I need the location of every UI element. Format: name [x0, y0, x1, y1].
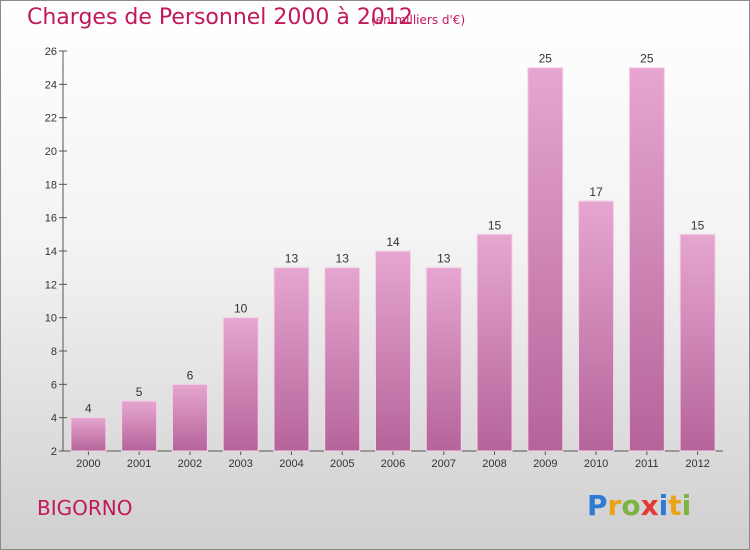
- y-tick-label: 24: [45, 79, 57, 91]
- y-tick-label: 10: [45, 313, 57, 325]
- x-tick-label: 2001: [127, 458, 151, 470]
- bar: [527, 67, 564, 452]
- bar: [375, 250, 411, 452]
- chart-title: Charges de Personnel 2000 à 2012: [27, 5, 413, 30]
- data-labels: 4 5 6 10 13 13 14 13 15 25 17 25 15: [85, 52, 705, 416]
- data-label: 17: [589, 185, 603, 199]
- x-tick-label: 2002: [178, 458, 202, 470]
- brand-letter: o: [621, 489, 641, 522]
- x-tick-label: 2012: [685, 458, 709, 470]
- data-label: 15: [691, 218, 705, 232]
- x-tick-label: 2010: [584, 458, 608, 470]
- y-tick-label: 16: [45, 213, 57, 225]
- bar: [121, 400, 158, 452]
- data-label: 5: [136, 385, 143, 399]
- bar: [324, 267, 361, 452]
- bar: [679, 233, 716, 452]
- data-label: 25: [539, 52, 553, 66]
- bar: [70, 417, 107, 452]
- brand-letter: x: [640, 489, 659, 522]
- brand-letter: t: [668, 489, 682, 522]
- data-label: 10: [234, 302, 248, 316]
- bar: [171, 383, 208, 452]
- x-tick-label: 2005: [330, 458, 354, 470]
- data-label: 4: [85, 402, 92, 416]
- x-tick-label: 2000: [76, 458, 100, 470]
- x-tick-label: 2006: [381, 458, 405, 470]
- data-label: 15: [488, 218, 502, 232]
- commune-name: BIGORNO: [37, 496, 133, 520]
- x-tick-label: 2004: [279, 458, 303, 470]
- bar: [628, 67, 665, 452]
- y-tick-label: 2: [51, 446, 57, 458]
- data-label: 13: [285, 252, 299, 266]
- y-tick-label: 12: [45, 279, 57, 291]
- bar: [222, 317, 259, 452]
- chart-subtitle: (en milliers d'€): [371, 13, 466, 27]
- y-tick-label: 22: [45, 113, 57, 125]
- bar: [425, 267, 462, 452]
- y-tick-label: 6: [51, 379, 57, 391]
- data-label: 25: [640, 52, 654, 66]
- y-tick-label: 14: [45, 246, 57, 258]
- y-tick-label: 8: [51, 346, 57, 358]
- data-label: 13: [336, 252, 350, 266]
- data-label: 13: [437, 252, 451, 266]
- brand-letter: i: [681, 489, 692, 522]
- x-tick-label: 2011: [635, 458, 659, 470]
- bars: [70, 67, 716, 452]
- brand-letter: i: [658, 489, 669, 522]
- bar: [578, 200, 615, 452]
- x-tick-label: 2007: [432, 458, 456, 470]
- y-tick-label: 18: [45, 179, 57, 191]
- x-tick-label: 2009: [533, 458, 557, 470]
- x-tick-label: 2008: [482, 458, 506, 470]
- proxiti-logo[interactable]: Proxiti: [587, 489, 691, 522]
- data-label: 6: [187, 368, 194, 382]
- y-tick-label: 20: [45, 146, 57, 158]
- brand-letter: r: [607, 489, 622, 522]
- x-tick-label: 2003: [228, 458, 252, 470]
- bar: [273, 267, 310, 452]
- y-tick-label: 26: [45, 46, 57, 58]
- brand-letter: P: [587, 489, 608, 522]
- bar: [476, 233, 513, 452]
- data-label: 14: [386, 235, 400, 249]
- y-tick-label: 4: [51, 413, 57, 425]
